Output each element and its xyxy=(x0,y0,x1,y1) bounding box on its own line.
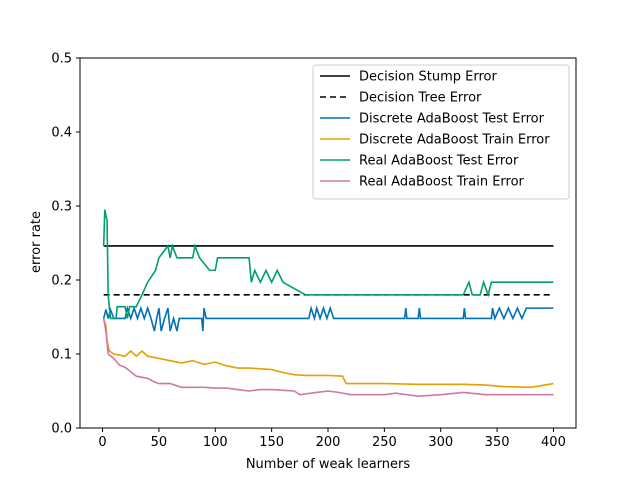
y-tick-label: 0.5 xyxy=(51,52,72,67)
x-tick-label: 150 xyxy=(259,435,284,450)
x-tick-label: 300 xyxy=(428,435,453,450)
y-axis-label: error rate xyxy=(29,211,44,273)
legend-label: Decision Tree Error xyxy=(359,91,482,106)
legend-label: Discrete AdaBoost Test Error xyxy=(359,112,545,127)
series-line-3 xyxy=(102,318,554,389)
series-line-2 xyxy=(102,305,554,332)
x-tick-label: 200 xyxy=(316,435,341,450)
legend-label: Discrete AdaBoost Train Error xyxy=(359,133,550,148)
y-tick-label: 0.1 xyxy=(51,348,72,363)
legend-label: Real AdaBoost Train Error xyxy=(359,175,525,190)
legend-box xyxy=(312,64,570,200)
axes: 0 50 100 150 200 250 300 350 400 0.0 0.1 0.2 0.3 0.4 0… xyxy=(51,52,577,450)
series-line-4 xyxy=(102,209,554,320)
legend-label: Decision Stump Error xyxy=(359,70,497,85)
y-tick-label: 0.4 xyxy=(51,126,72,141)
x-tick-label: 100 xyxy=(203,435,228,450)
y-tick-label: 0.0 xyxy=(51,422,72,437)
x-tick-label: 50 xyxy=(151,435,168,450)
legend: Decision Stump Error Decision Tree Error D… xyxy=(312,64,570,200)
x-tick-label: 400 xyxy=(541,435,566,450)
x-axis-label: Number of weak learners xyxy=(246,457,411,472)
series-line-5 xyxy=(102,318,554,397)
y-tick-label: 0.2 xyxy=(51,274,72,289)
x-tick-label: 0 xyxy=(98,435,106,450)
x-tick-label: 250 xyxy=(372,435,397,450)
y-tick-label: 0.3 xyxy=(51,200,72,215)
plot-lines xyxy=(102,209,554,397)
x-tick-label: 350 xyxy=(485,435,510,450)
legend-label: Real AdaBoost Test Error xyxy=(359,154,519,169)
